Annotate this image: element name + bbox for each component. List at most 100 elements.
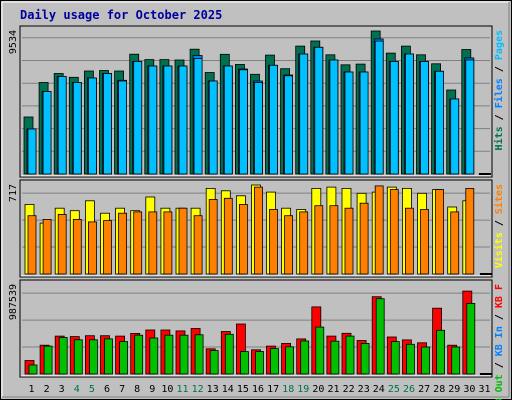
bar-hits-pages-day22 [344,71,354,175]
bar-hits-pages-day10 [163,65,173,175]
bar-hits-pages-day8 [133,61,143,175]
legend-separator: / [494,214,505,232]
legend-item-pages: Pages [494,30,505,60]
legend-separator: / [494,108,505,126]
bar-kbytes-kb-out-day21 [330,340,340,375]
x-tick-label: 9 [149,384,155,395]
bar-visits-sites-day24 [374,185,384,275]
bar-hits-pages-day1 [27,128,37,175]
legend-item-kb-out: KB Out [494,374,505,400]
bar-hits-pages-day26 [404,53,414,175]
x-tick-label: 15 [237,384,249,395]
panel-visits: 717 [8,179,493,278]
bar-hits-pages-day29 [450,98,460,175]
x-tick-label: 21 [327,384,339,395]
bar-kbytes-kb-out-day20 [315,326,325,375]
bar-visits-sites-day10 [163,211,173,275]
bar-kbytes-kb-out-day23 [360,342,370,375]
bar-visits-sites-day22 [344,207,354,275]
bar-visits-sites-day11 [178,207,188,275]
bar-visits-sites-day19 [299,211,309,275]
x-tick-label: 29 [448,384,460,395]
bar-kbytes-kb-out-day18 [285,346,295,375]
bar-hits-pages-day4 [72,82,82,175]
bar-visits-sites-day1 [27,215,37,275]
bar-kbytes-kb-out-day15 [239,351,249,375]
bar-visits-sites-day26 [404,207,414,275]
bar-kbytes-kb-out-day8 [134,334,144,375]
bar-kbytes-kb-out-day22 [345,335,355,375]
bar-hits-pages-day19 [299,53,309,175]
x-tick-label: 7 [119,384,125,395]
x-tick-label: 4 [74,384,80,395]
bar-hits-pages-day14 [223,65,233,175]
legend-item-kb-in: KB In [494,326,505,356]
x-tick-label: 2 [44,384,50,395]
bar-hits-pages-day20 [314,46,324,175]
bar-kbytes-kb-out-day11 [179,334,189,375]
bar-hits-pages-day7 [118,80,127,175]
x-tick-label: 8 [134,384,140,395]
bar-hits-pages-day18 [284,75,294,175]
bar-visits-sites-day6 [103,220,112,275]
legend-item-visits: Visits [493,232,505,268]
bar-visits-sites-day8 [133,211,143,275]
bar-kbytes-kb-out-day3 [58,337,68,375]
legend-text-hits: Hits / Files / Pages [493,30,505,150]
x-tick-label: 1 [28,384,34,395]
bar-kbytes-kb-out-day9 [149,337,159,375]
bar-visits-sites-day25 [389,189,399,275]
bar-visits-sites-day13 [208,199,218,275]
bar-hits-pages-day28 [435,70,445,175]
x-tick-label: 5 [89,384,95,395]
bar-kbytes-kb-out-day12 [194,334,204,375]
bar-hits-pages-day12 [193,58,203,175]
bar-kbytes-kb-out-day25 [390,341,400,375]
bar-visits-sites-day14 [223,197,233,275]
legend-separator: / [494,60,505,78]
panel-hits: 9534 [8,25,493,178]
bar-visits-sites-day29 [450,211,460,275]
bar-hits-pages-day23 [359,71,369,175]
bar-hits-pages-day15 [238,69,248,175]
x-tick-label: 12 [192,384,204,395]
bar-visits-sites-day7 [118,212,127,275]
bar-hits-pages-day3 [57,76,67,175]
bar-visits-sites-day18 [284,215,294,275]
x-tick-label: 3 [59,384,65,395]
x-tick-label: 17 [267,384,279,395]
x-tick-label: 6 [104,384,110,395]
bar-kbytes-kb-out-day13 [209,350,219,375]
x-tick-label: 25 [388,384,400,395]
x-tick-label: 24 [373,384,385,395]
legend-text-kbytes: KB Out / KB In / KB F [494,284,505,400]
bar-hits-pages-day24 [374,40,384,175]
bar-kbytes-kb-out-day4 [73,339,83,375]
bar-visits-sites-day2 [42,218,52,275]
legend-item-files: Files [493,78,505,108]
x-tick-label: 14 [222,384,234,395]
panel-max-label-visits: 717 [8,184,19,202]
legend-hits: Hits / Files / Pages [493,30,505,150]
legend-item-kb-f: KB F [494,284,505,308]
bar-kbytes-kb-out-day10 [164,334,174,375]
x-tick-label: 13 [207,384,219,395]
x-tick-label: 19 [297,384,309,395]
bar-kbytes-kb-out-day2 [43,345,53,375]
bar-visits-sites-day21 [329,205,339,275]
legend-item-hits: Hits [493,126,505,150]
bar-kbytes-kb-out-day27 [421,346,430,375]
bar-kbytes-kb-out-day29 [451,346,461,375]
bar-visits-sites-day3 [57,213,67,275]
panel-max-label-kbytes: 987539 [8,284,19,320]
bar-hits-pages-day13 [208,80,218,175]
bar-visits-sites-day12 [193,215,203,275]
bar-kbytes-kb-out-day24 [375,298,385,375]
panel-max-label-hits: 9534 [8,30,19,54]
legend-visits: Visits / Sites [493,184,505,268]
bar-kbytes-kb-out-day26 [405,343,415,375]
legend-item-sites: Sites [493,184,505,214]
legend-separator: / [494,308,505,326]
bar-kbytes-kb-out-day7 [119,341,128,375]
bar-kbytes-kb-out-day17 [270,348,279,375]
